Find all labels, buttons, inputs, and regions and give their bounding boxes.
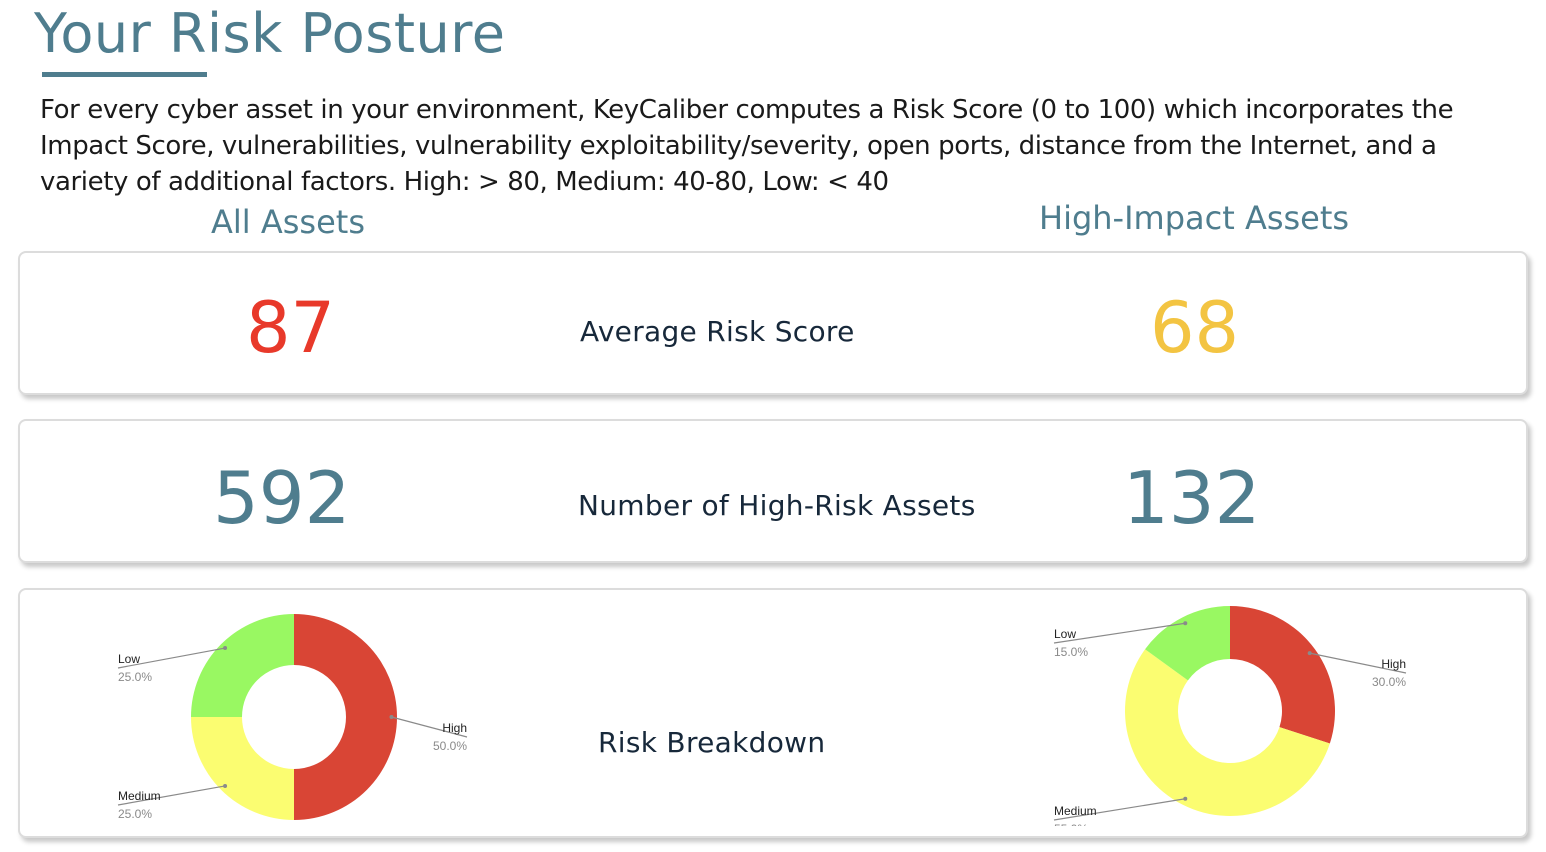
leader-line-medium [117,785,226,806]
high-risk-count-label: Number of High-Risk Assets [578,489,976,522]
leader-line-low [1053,622,1186,644]
slice-value-high: 30.0% [1372,675,1406,689]
slice-label-medium: Medium [1054,804,1097,818]
slice-high [1230,606,1335,744]
leader-dot-medium [1183,796,1188,801]
slice-medium [191,717,294,820]
slice-low [1145,606,1230,681]
avg-risk-label: Average Risk Score [580,315,855,348]
avg-risk-all-value: 87 [246,287,336,369]
leader-dot-low [223,646,228,651]
risk-breakdown-label: Risk Breakdown [598,726,826,759]
leader-line-low [117,647,226,669]
column-header-all-assets: All Assets [211,203,365,241]
leader-dot-low [1183,621,1188,626]
slice-label-medium: Medium [118,789,161,803]
slice-value-low: 25.0% [118,670,152,684]
high-risk-count-all-value: 592 [213,456,351,540]
risk-breakdown-card: High 50.0% Medium 25.0% Low 25.0% Risk Breakd… [18,588,1528,838]
leader-line-high [391,716,468,738]
column-header-high-impact-assets: High-Impact Assets [1039,199,1350,237]
slice-label-high: High [442,721,467,735]
slice-value-medium: 55.0% [1054,822,1088,826]
slice-label-low: Low [1054,627,1076,641]
slice-low [191,614,294,717]
high-risk-count-high-impact-value: 132 [1123,456,1261,540]
slice-label-low: Low [118,652,140,666]
leader-dot-high [389,715,394,719]
slice-value-low: 15.0% [1054,645,1088,659]
risk-breakdown-high-impact-donut-chart: High 30.0% Medium 55.0% Low 15.0% [1053,606,1407,826]
leader-line-medium [1053,798,1186,821]
avg-risk-high-impact-value: 68 [1150,287,1240,369]
slice-medium [1125,649,1330,816]
high-risk-assets-card: 592 Number of High-Risk Assets 132 [18,419,1528,563]
average-risk-score-card: 87 Average Risk Score 68 [18,251,1528,395]
slice-value-high: 50.0% [433,739,467,753]
slice-label-high: High [1381,657,1406,671]
page-description: For every cyber asset in your environmen… [40,95,1454,197]
leader-dot-medium [223,783,228,788]
leader-line-high [1309,652,1407,674]
slice-high [294,614,397,820]
page-title: Your Risk Posture [34,2,506,65]
title-underline [42,72,207,77]
slice-value-medium: 25.0% [118,807,152,821]
risk-breakdown-all-donut-chart: High 50.0% Medium 25.0% Low 25.0% [117,614,468,821]
leader-dot-high [1307,651,1312,656]
